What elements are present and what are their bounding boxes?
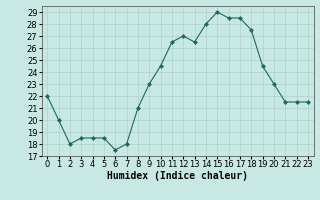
X-axis label: Humidex (Indice chaleur): Humidex (Indice chaleur) [107, 171, 248, 181]
